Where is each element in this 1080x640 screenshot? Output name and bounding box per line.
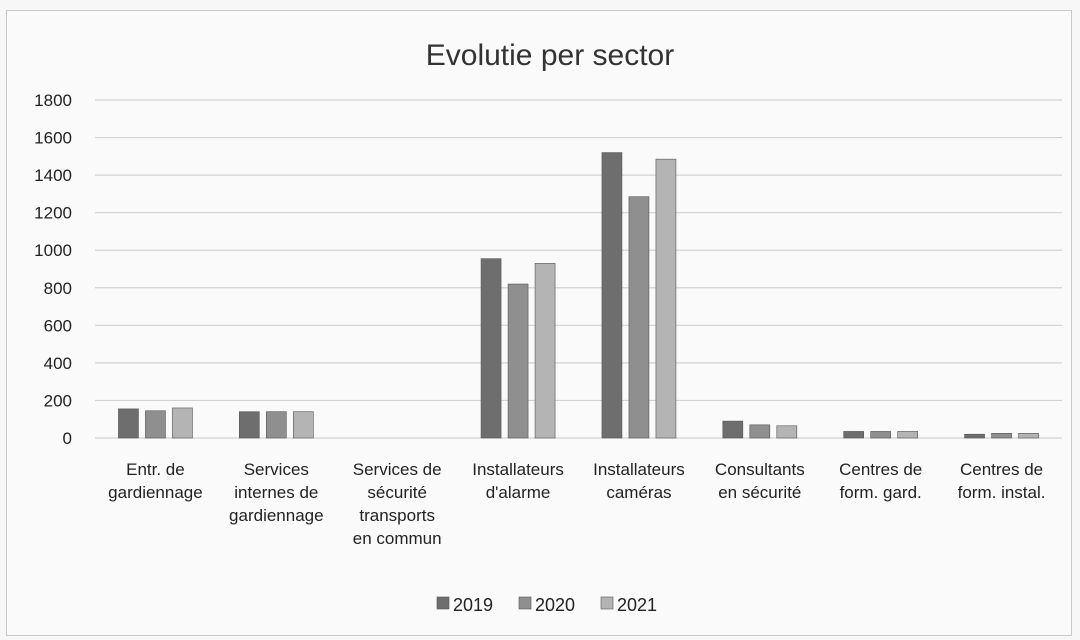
bar-2021-3 — [534, 263, 556, 439]
bar-2019-1 — [239, 411, 260, 439]
legend-label-2020: 2020 — [535, 595, 575, 615]
bar-2020-6 — [870, 431, 891, 439]
bar-2020-3 — [507, 283, 529, 439]
legend-swatch-2020 — [518, 596, 532, 610]
y-tick-label: 600 — [44, 316, 72, 335]
bar-2021-5 — [776, 425, 798, 439]
x-category-line: Centres de — [960, 460, 1043, 479]
bar-2020-4 — [628, 196, 650, 439]
x-category-line: d'alarme — [486, 483, 551, 502]
gridlines — [95, 99, 1062, 439]
bar-2019-3 — [480, 258, 502, 439]
x-category-line: caméras — [606, 483, 671, 502]
x-category-line: gardiennage — [108, 483, 203, 502]
y-tick-label: 1800 — [34, 91, 72, 110]
y-tick-label: 1400 — [34, 166, 72, 185]
x-category-line: form. gard. — [840, 483, 922, 502]
bar-2019-7 — [964, 433, 985, 439]
x-category-line: transports — [359, 506, 435, 525]
y-tick-label: 1200 — [34, 204, 72, 223]
bar-2019-0 — [118, 408, 139, 439]
x-category-label: Services internes de gardiennage — [229, 460, 324, 525]
y-tick-label: 400 — [44, 354, 72, 373]
x-category-label: Installateurs d'alarme — [472, 460, 564, 502]
legend-swatch-2019 — [436, 596, 450, 610]
x-category-line: Services de — [353, 460, 442, 479]
x-category-line: gardiennage — [229, 506, 324, 525]
x-category-line: Entr. de — [126, 460, 185, 479]
bar-2020-0 — [145, 410, 166, 439]
chart-title: Evolutie per sector — [426, 39, 674, 72]
x-category-line: internes de — [234, 483, 318, 502]
y-tick-label: 800 — [44, 279, 72, 298]
legend-label-2021: 2021 — [617, 595, 657, 615]
x-category-line: Services — [244, 460, 309, 479]
x-category-label: Centres de form. instal. — [958, 460, 1046, 502]
bar-2020-5 — [749, 424, 771, 439]
x-category-line: Centres de — [839, 460, 922, 479]
y-axis-ticks: 0 200 400 600 800 1000 1200 1400 1600 1800 — [34, 91, 72, 448]
x-category-label: Consultants en sécurité — [715, 460, 805, 502]
y-tick-label: 200 — [44, 391, 72, 410]
x-category-label: Services de sécurité transports en commun — [353, 460, 442, 548]
x-category-line: Consultants — [715, 460, 805, 479]
bar-2021-6 — [897, 431, 918, 439]
bar-2019-6 — [843, 431, 864, 439]
x-axis-labels: Entr. de gardiennage Services internes de ga… — [108, 460, 1045, 548]
bar-2020-7 — [991, 433, 1012, 439]
bars — [118, 152, 1039, 439]
bar-2021-1 — [293, 411, 314, 439]
x-category-label: Centres de form. gard. — [839, 460, 922, 502]
bar-2021-4 — [655, 158, 677, 439]
x-category-line: Installateurs — [472, 460, 564, 479]
x-category-label: Installateurs caméras — [593, 460, 685, 502]
legend-label-2019: 2019 — [453, 595, 493, 615]
x-category-line: form. instal. — [958, 483, 1046, 502]
y-tick-label: 1600 — [34, 129, 72, 148]
bar-2019-4 — [601, 152, 623, 439]
x-category-line: en commun — [353, 529, 442, 548]
x-category-line: en sécurité — [718, 483, 801, 502]
bar-2019-5 — [722, 420, 744, 439]
bar-2020-1 — [266, 411, 287, 439]
bar-2021-7 — [1018, 433, 1039, 439]
x-category-label: Entr. de gardiennage — [108, 460, 203, 502]
legend: 2019 2020 2021 — [436, 595, 657, 615]
legend-swatch-2021 — [600, 596, 614, 610]
y-tick-label: 0 — [63, 429, 72, 448]
bar-2021-0 — [172, 407, 193, 439]
x-category-line: Installateurs — [593, 460, 685, 479]
x-category-line: sécurité — [367, 483, 427, 502]
y-tick-label: 1000 — [34, 241, 72, 260]
